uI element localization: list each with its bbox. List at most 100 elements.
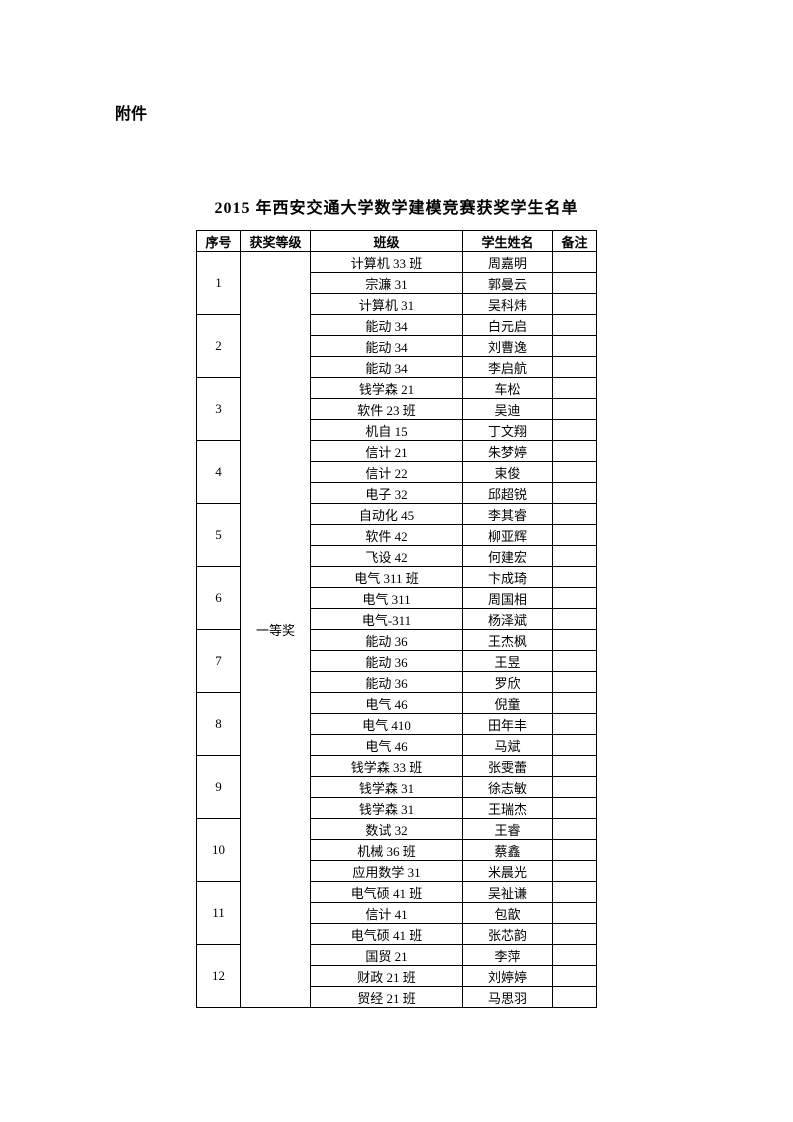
cell-award: 一等奖: [241, 252, 311, 1008]
table-row: 1一等奖计算机 33 班周嘉明: [197, 252, 597, 273]
cell-remark: [553, 861, 597, 882]
cell-remark: [553, 777, 597, 798]
cell-remark: [553, 546, 597, 567]
cell-remark: [553, 651, 597, 672]
cell-name: 周嘉明: [463, 252, 553, 273]
cell-seq: 2: [197, 315, 241, 378]
cell-seq: 11: [197, 882, 241, 945]
cell-remark: [553, 441, 597, 462]
cell-class: 自动化 45: [311, 504, 463, 525]
cell-remark: [553, 462, 597, 483]
cell-name: 何建宏: [463, 546, 553, 567]
cell-remark: [553, 819, 597, 840]
cell-name: 李其睿: [463, 504, 553, 525]
header-award: 获奖等级: [241, 231, 311, 252]
cell-remark: [553, 735, 597, 756]
cell-class: 钱学森 33 班: [311, 756, 463, 777]
cell-name: 郭曼云: [463, 273, 553, 294]
cell-class: 电气 311: [311, 588, 463, 609]
cell-class: 电气硕 41 班: [311, 924, 463, 945]
cell-class: 贸经 21 班: [311, 987, 463, 1008]
cell-class: 飞设 42: [311, 546, 463, 567]
cell-name: 吴祉谦: [463, 882, 553, 903]
cell-remark: [553, 357, 597, 378]
cell-name: 马思羽: [463, 987, 553, 1008]
cell-class: 软件 23 班: [311, 399, 463, 420]
cell-name: 米晨光: [463, 861, 553, 882]
cell-class: 计算机 31: [311, 294, 463, 315]
cell-class: 机械 36 班: [311, 840, 463, 861]
cell-class: 能动 36: [311, 651, 463, 672]
cell-class: 信计 41: [311, 903, 463, 924]
cell-remark: [553, 504, 597, 525]
cell-name: 丁文翔: [463, 420, 553, 441]
cell-class: 信计 22: [311, 462, 463, 483]
cell-remark: [553, 924, 597, 945]
cell-name: 王睿: [463, 819, 553, 840]
cell-seq: 7: [197, 630, 241, 693]
cell-remark: [553, 798, 597, 819]
cell-name: 倪童: [463, 693, 553, 714]
cell-name: 吴科炜: [463, 294, 553, 315]
cell-name: 王杰枫: [463, 630, 553, 651]
cell-remark: [553, 525, 597, 546]
cell-name: 王昱: [463, 651, 553, 672]
cell-remark: [553, 756, 597, 777]
cell-seq: 5: [197, 504, 241, 567]
table-body: 1一等奖计算机 33 班周嘉明宗濂 31郭曼云计算机 31吴科炜2能动 34白元…: [197, 252, 597, 1008]
cell-remark: [553, 966, 597, 987]
cell-name: 吴迪: [463, 399, 553, 420]
cell-remark: [553, 987, 597, 1008]
cell-remark: [553, 630, 597, 651]
cell-class: 电子 32: [311, 483, 463, 504]
cell-class: 钱学森 31: [311, 777, 463, 798]
cell-class: 钱学森 21: [311, 378, 463, 399]
cell-remark: [553, 567, 597, 588]
cell-remark: [553, 882, 597, 903]
cell-class: 电气硕 41 班: [311, 882, 463, 903]
header-remark: 备注: [553, 231, 597, 252]
cell-remark: [553, 399, 597, 420]
award-table: 序号 获奖等级 班级 学生姓名 备注 1一等奖计算机 33 班周嘉明宗濂 31郭…: [196, 230, 597, 1008]
cell-remark: [553, 252, 597, 273]
cell-name: 包歆: [463, 903, 553, 924]
cell-class: 钱学森 31: [311, 798, 463, 819]
cell-name: 邱超锐: [463, 483, 553, 504]
cell-name: 朱梦婷: [463, 441, 553, 462]
cell-remark: [553, 903, 597, 924]
cell-seq: 3: [197, 378, 241, 441]
cell-remark: [553, 273, 597, 294]
cell-name: 柳亚辉: [463, 525, 553, 546]
header-seq: 序号: [197, 231, 241, 252]
cell-name: 张雯蕾: [463, 756, 553, 777]
cell-name: 田年丰: [463, 714, 553, 735]
header-name: 学生姓名: [463, 231, 553, 252]
cell-name: 李萍: [463, 945, 553, 966]
cell-remark: [553, 315, 597, 336]
cell-remark: [553, 294, 597, 315]
cell-class: 机自 15: [311, 420, 463, 441]
cell-name: 刘婷婷: [463, 966, 553, 987]
cell-class: 电气-311: [311, 609, 463, 630]
cell-remark: [553, 609, 597, 630]
cell-class: 应用数学 31: [311, 861, 463, 882]
cell-name: 蔡鑫: [463, 840, 553, 861]
cell-name: 李启航: [463, 357, 553, 378]
cell-class: 能动 36: [311, 630, 463, 651]
cell-name: 杨泽斌: [463, 609, 553, 630]
cell-remark: [553, 945, 597, 966]
header-class: 班级: [311, 231, 463, 252]
cell-name: 卞成琦: [463, 567, 553, 588]
cell-name: 马斌: [463, 735, 553, 756]
cell-seq: 6: [197, 567, 241, 630]
cell-seq: 8: [197, 693, 241, 756]
cell-seq: 12: [197, 945, 241, 1008]
cell-class: 电气 410: [311, 714, 463, 735]
cell-class: 宗濂 31: [311, 273, 463, 294]
cell-name: 白元启: [463, 315, 553, 336]
cell-class: 国贸 21: [311, 945, 463, 966]
cell-seq: 10: [197, 819, 241, 882]
cell-class: 电气 46: [311, 693, 463, 714]
cell-class: 软件 42: [311, 525, 463, 546]
cell-name: 车松: [463, 378, 553, 399]
